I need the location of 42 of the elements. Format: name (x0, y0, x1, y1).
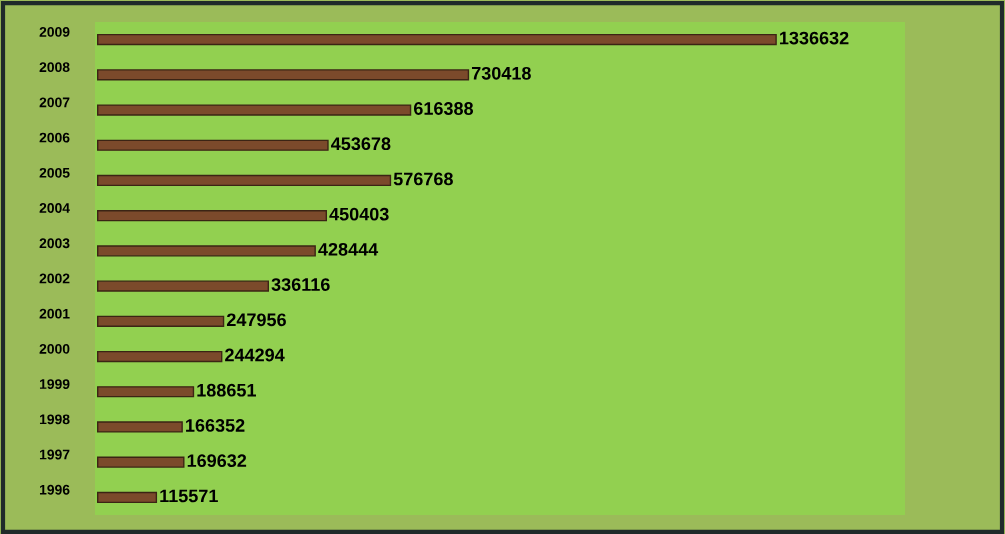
y-tick-label: 2006 (39, 132, 70, 143)
bar (97, 315, 225, 327)
data-label: 166352 (186, 419, 245, 432)
data-label: 453678 (331, 137, 391, 151)
y-tick-label: 2003 (39, 238, 70, 249)
data-label: 450403 (329, 207, 389, 221)
bar (97, 421, 183, 433)
y-tick-label: 2004 (39, 203, 70, 213)
bar (97, 210, 328, 222)
data-label: 576768 (393, 172, 453, 186)
bar (97, 69, 470, 81)
data-label: 244294 (225, 348, 285, 362)
data-label: 169632 (187, 454, 247, 468)
bar (97, 386, 195, 398)
bar (97, 104, 412, 116)
bar (97, 491, 158, 504)
data-label: 616388 (413, 102, 474, 115)
y-tick-label: 2000 (39, 343, 70, 354)
bar (97, 280, 270, 292)
y-tick-label: 2009 (39, 27, 70, 37)
bar (97, 174, 392, 187)
data-label: 428444 (318, 242, 379, 256)
data-label: 115571 (160, 489, 218, 503)
bar (97, 350, 223, 363)
y-tick-label: 2008 (39, 62, 70, 73)
bar (97, 139, 329, 151)
bar (97, 33, 777, 46)
data-label: 188651 (197, 383, 256, 397)
y-tick-label: 1996 (39, 484, 70, 495)
y-tick-label: 2002 (39, 273, 70, 284)
data-label: 247956 (226, 313, 286, 327)
data-label: 1336632 (780, 31, 849, 45)
y-tick-label: 1998 (39, 414, 70, 425)
data-label: 336116 (271, 278, 330, 291)
y-tick-label: 2005 (39, 167, 70, 178)
data-label: 730418 (471, 66, 531, 80)
bar (97, 456, 185, 468)
bar (97, 245, 316, 257)
y-tick-label: 2007 (39, 97, 70, 108)
y-tick-label: 1997 (39, 449, 70, 460)
y-tick-label: 1999 (39, 379, 70, 389)
y-tick-label: 2001 (39, 308, 70, 319)
